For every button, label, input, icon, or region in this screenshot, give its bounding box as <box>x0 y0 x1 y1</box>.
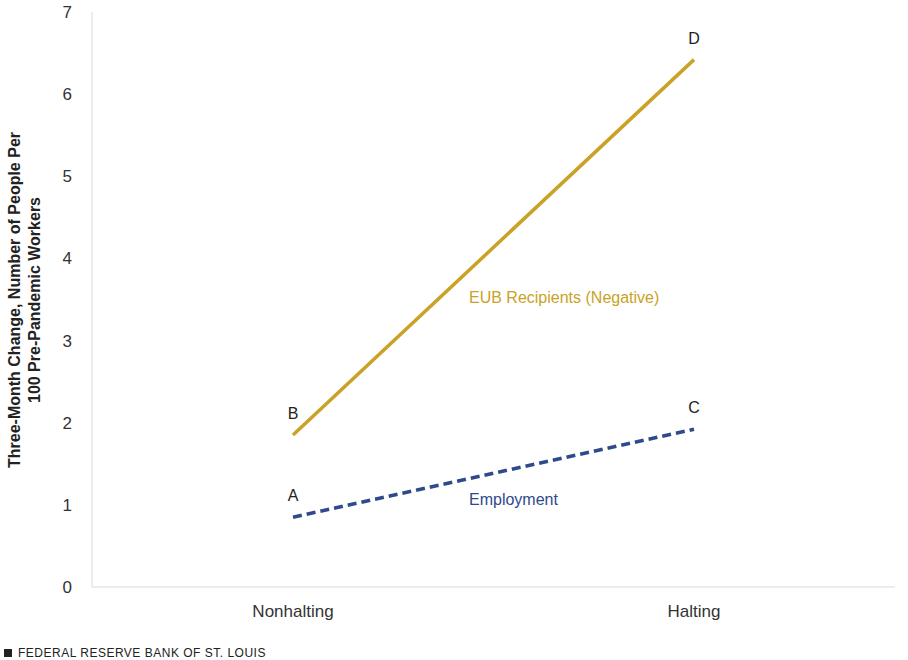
svg-text:3: 3 <box>63 332 72 351</box>
svg-text:0: 0 <box>63 578 72 597</box>
svg-text:5: 5 <box>63 167 72 186</box>
svg-text:Nonhalting: Nonhalting <box>252 602 333 621</box>
html-text:Employment: Employment <box>469 491 558 508</box>
svg-text:Halting: Halting <box>668 602 721 621</box>
html-text:EUB Recipients (Negative): EUB Recipients (Negative) <box>469 289 660 306</box>
svg-text:Three-Month Change, Number of: Three-Month Change, Number of People Per… <box>8 132 43 468</box>
svg-text:7: 7 <box>63 3 72 22</box>
svg-text:2: 2 <box>63 414 72 433</box>
svg-text:B: B <box>288 405 299 422</box>
svg-text:D: D <box>688 30 700 47</box>
svg-text:4: 4 <box>63 249 72 268</box>
html-text:FEDERAL RESERVE BANK OF ST. LO: FEDERAL RESERVE BANK OF ST. LOUIS <box>18 646 266 660</box>
svg-text:1: 1 <box>63 496 72 515</box>
svg-text:A: A <box>288 487 299 504</box>
svg-text:6: 6 <box>63 85 72 104</box>
svg-text:C: C <box>688 399 700 416</box>
